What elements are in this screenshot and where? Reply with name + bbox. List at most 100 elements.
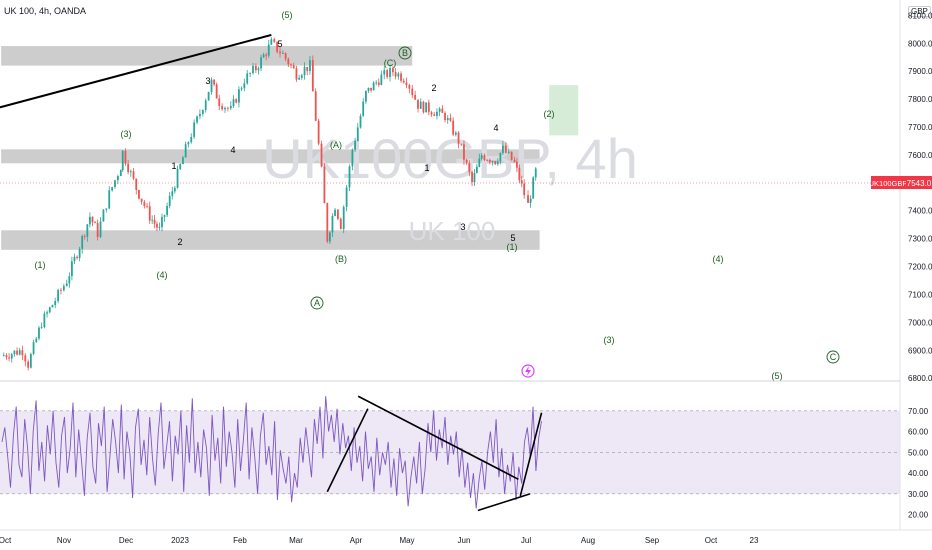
candle-body [287, 58, 290, 65]
price-tick-label: 8100.0 [908, 11, 932, 20]
candle-body [449, 117, 452, 121]
candle-body [510, 151, 513, 161]
trendline[interactable] [0, 33, 272, 122]
candle-body [303, 67, 306, 76]
wave-label: 3 [460, 222, 465, 232]
rsi-trendline[interactable] [326, 408, 369, 493]
candle-body [29, 353, 32, 368]
currency-badge[interactable]: GBP [908, 6, 931, 17]
candle-body [483, 155, 486, 160]
candle-body [168, 195, 171, 206]
time-axis[interactable]: Oct Nov Dec 2023 Feb Mar Apr May Jun Jul Aug Sep Oct… [0, 536, 759, 545]
rsi-axis[interactable]: 70.00 60.00 50.00 40.00 30.00 20.00 [908, 407, 929, 520]
candle-body [392, 68, 394, 73]
candle-body [166, 205, 169, 216]
candle-body [83, 236, 86, 237]
wave-label: (1) [35, 260, 46, 270]
wave-label: 2 [177, 237, 182, 247]
candle-body [51, 305, 54, 308]
candle-body [24, 355, 27, 362]
time-tick-label: Oct [0, 536, 12, 545]
rsi-tick-label: 30.00 [908, 490, 929, 499]
rsi-trendline[interactable] [519, 412, 543, 497]
wave-label: 5 [277, 39, 282, 49]
candle-body [213, 79, 215, 85]
candle-body [386, 70, 389, 78]
candle-body [446, 117, 449, 120]
rsi-trendline[interactable] [357, 395, 519, 481]
candle-body [240, 88, 243, 90]
candle-body [320, 143, 323, 167]
candle-body [40, 327, 43, 328]
candle-body [38, 327, 40, 339]
candle-body [173, 187, 176, 192]
rsi-tick-label: 40.00 [908, 469, 929, 478]
candle-body [108, 190, 111, 209]
candle-body [71, 261, 73, 277]
candle-body [215, 84, 218, 99]
candle-body [94, 222, 96, 224]
candle-body [419, 101, 422, 109]
candle-body [518, 167, 521, 181]
candle-body [348, 166, 351, 188]
candle-body [117, 176, 119, 181]
candle-body [81, 236, 84, 249]
wave-circle [398, 46, 412, 60]
last-price-tag: UK100GBP 7543.0 [0, 176, 932, 189]
time-tick-label: Jun [458, 536, 471, 545]
flash-alert-icon[interactable] [521, 364, 535, 378]
candle-body [179, 164, 182, 169]
candle-body [408, 85, 411, 89]
candle-body [480, 155, 483, 159]
candle-body [457, 132, 460, 144]
symbol-tag: UK100GBP [869, 179, 908, 188]
candle-body [516, 161, 518, 168]
candle-body [523, 183, 526, 196]
candle-body [246, 73, 249, 84]
candle-body [417, 99, 419, 109]
candle-body [46, 312, 48, 314]
wave-label: 4 [230, 145, 235, 155]
candle-body [380, 74, 383, 85]
candle-body [265, 54, 268, 56]
symbol-tag-bg [871, 176, 906, 189]
rsi-trendline[interactable] [477, 493, 531, 512]
candle-body [375, 82, 378, 84]
resistance-zone [1, 149, 540, 164]
candle-body [365, 90, 367, 102]
wave-label: A [314, 298, 320, 308]
time-tick-label: Dec [119, 536, 133, 545]
candle-body [351, 149, 354, 167]
candle-body [465, 159, 468, 164]
candle-body [89, 216, 91, 225]
price-tick-label: 7600.0 [908, 151, 932, 160]
candle-body [229, 105, 232, 109]
rsi-line [1, 396, 542, 509]
wave-label: (2) [544, 109, 555, 119]
time-tick-label: Sep [645, 536, 660, 545]
time-tick-label: Aug [581, 536, 595, 545]
candle-body [204, 100, 207, 111]
price-tick-label: 7000.0 [908, 318, 932, 327]
wave-label: B [402, 48, 408, 58]
candle-body [300, 75, 303, 78]
candle-body [210, 79, 213, 92]
candle-body [323, 166, 326, 204]
price-tick-label: 7300.0 [908, 235, 932, 244]
candle-body [62, 285, 65, 291]
price-axis[interactable]: 8100.08000.07900.07800.07700.07600.07500… [908, 11, 932, 383]
wave-label: 3 [205, 76, 210, 86]
candle-body [105, 208, 108, 210]
candle-body [422, 101, 425, 113]
price-tick-label: 7900.0 [908, 67, 932, 76]
candle-body [326, 203, 329, 242]
wave-label: (A) [330, 140, 342, 150]
candle-body [370, 87, 372, 91]
candle-body [463, 144, 465, 160]
candle-body [184, 144, 187, 158]
candle-body [153, 219, 156, 224]
wave-label: (4) [157, 270, 168, 280]
candle-body [298, 77, 301, 80]
candle-body [345, 187, 348, 207]
